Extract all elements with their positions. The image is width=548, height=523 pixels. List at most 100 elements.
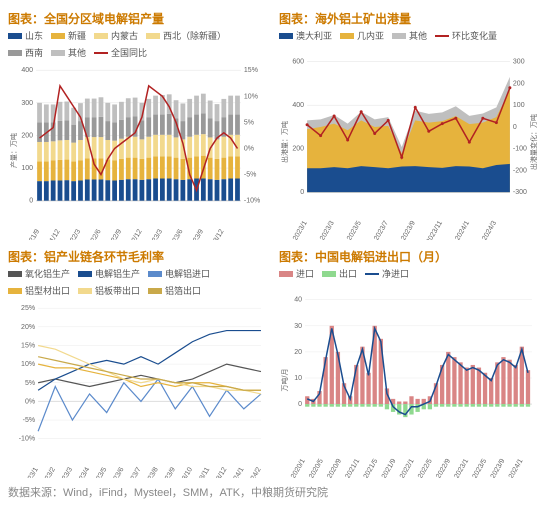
svg-text:2024/1: 2024/1 [454,220,471,240]
svg-text:2022/9: 2022/9 [106,228,123,240]
svg-text:600: 600 [292,59,304,66]
svg-text:2023/12: 2023/12 [207,228,226,240]
legend: 氧化铝生产电解铝生产电解铝进口铝型材出口铝板带出口铝箔出口 [8,267,269,297]
data-source: 数据来源：Wind，iFind，Mysteel，SMM，ATK，中粮期货研究院 [8,484,540,500]
svg-text:2024/3: 2024/3 [481,220,498,240]
svg-text:-300: -300 [513,189,527,196]
legend: 进口出口净进口 [279,267,540,280]
svg-text:100: 100 [513,102,525,109]
svg-text:400: 400 [21,67,33,74]
svg-text:2022/9: 2022/9 [435,458,452,478]
svg-text:2023/4: 2023/4 [74,466,91,478]
svg-text:15%: 15% [244,67,258,74]
svg-text:产量：万吨: 产量：万吨 [9,133,18,168]
svg-text:2022/1: 2022/1 [399,458,416,478]
svg-text:20: 20 [294,349,302,356]
svg-text:0: 0 [300,189,304,196]
chart-area: -10%-5%0%5%10%15%20%25%2023/12023/22023/… [8,299,269,478]
svg-text:10%: 10% [21,361,35,368]
svg-text:2023/1: 2023/1 [453,458,470,478]
svg-text:10%: 10% [244,93,258,100]
chart-grid: 图表：全国分区域电解铝产量 山东新疆内蒙古西北（除新疆）西南其他全国同比 0 10… [8,8,540,478]
svg-text:100: 100 [21,165,33,172]
svg-text:2022/12: 2022/12 [125,228,144,240]
svg-text:-10%: -10% [19,436,35,443]
svg-text:0%: 0% [25,398,35,405]
svg-text:2023/6: 2023/6 [168,228,185,240]
svg-text:300: 300 [21,100,33,107]
svg-text:2021/12: 2021/12 [43,228,62,240]
svg-text:200: 200 [21,132,33,139]
svg-text:5%: 5% [244,119,254,126]
svg-text:2023/9: 2023/9 [400,220,417,240]
svg-text:30: 30 [294,323,302,330]
panel-overseas-bauxite: 图表：海外铝土矿出港量 澳大利亚几内亚其他环比变化量 0 200 400 600 -30… [279,8,540,240]
svg-text:10: 10 [294,375,302,382]
svg-text:2020/9: 2020/9 [326,458,343,478]
svg-text:出港量变化：万吨: 出港量变化：万吨 [529,114,538,170]
svg-text:2023/7: 2023/7 [126,466,143,478]
svg-text:400: 400 [292,102,304,109]
svg-text:2022/6: 2022/6 [86,228,103,240]
svg-text:0%: 0% [244,146,254,153]
svg-text:40: 40 [294,297,302,304]
svg-text:2022/3: 2022/3 [65,228,82,240]
svg-text:-5%: -5% [244,172,256,179]
svg-text:2023/9: 2023/9 [188,228,205,240]
legend: 山东新疆内蒙古西北（除新疆）西南其他全国同比 [8,29,269,59]
chart-area: 0 200 400 600 -300 -200 -100 0 100 200 300 2023/1 20… [279,44,540,240]
svg-text:2023/9: 2023/9 [490,458,507,478]
svg-text:2022/5: 2022/5 [417,458,434,478]
svg-text:2023/8: 2023/8 [143,466,160,478]
svg-text:2023/3: 2023/3 [319,220,336,240]
svg-text:万吨/月: 万吨/月 [280,369,289,392]
svg-text:200: 200 [513,80,525,87]
svg-text:2021/1: 2021/1 [344,458,361,478]
svg-text:2023/2: 2023/2 [40,466,57,478]
svg-text:2023/1: 2023/1 [292,220,309,240]
svg-text:2023/5: 2023/5 [346,220,363,240]
svg-text:-5%: -5% [23,417,35,424]
svg-text:2023/6: 2023/6 [109,466,126,478]
panel-title: 图表：铝产业链各环节毛利率 [8,248,269,265]
svg-text:2020/1: 2020/1 [290,458,307,478]
svg-text:0: 0 [29,198,33,205]
svg-text:20%: 20% [21,324,35,331]
svg-text:2023/5: 2023/5 [472,458,489,478]
svg-text:2023/7: 2023/7 [373,220,390,240]
svg-text:2020/5: 2020/5 [308,458,325,478]
svg-text:2021/9: 2021/9 [381,458,398,478]
svg-text:2023/3: 2023/3 [147,228,164,240]
svg-text:2024/2: 2024/2 [246,466,263,478]
svg-text:300: 300 [513,59,525,66]
svg-text:2021/5: 2021/5 [363,458,380,478]
svg-text:0: 0 [298,401,302,408]
svg-text:2021/9: 2021/9 [24,228,41,240]
legend: 澳大利亚几内亚其他环比变化量 [279,29,540,42]
svg-text:-200: -200 [513,167,527,174]
svg-text:2023/3: 2023/3 [57,466,74,478]
svg-text:15%: 15% [21,342,35,349]
svg-text:25%: 25% [21,305,35,312]
panel-margin: 图表：铝产业链各环节毛利率 氧化铝生产电解铝生产电解铝进口铝型材出口铝板带出口铝… [8,246,269,478]
svg-text:-10%: -10% [244,198,260,205]
panel-title: 图表：海外铝土矿出港量 [279,10,540,27]
svg-text:2023/5: 2023/5 [92,466,109,478]
svg-text:-100: -100 [513,146,527,153]
chart-area: 0 100 200 300 400 -10% -5% 0% 5% 10% 15% 2021/92021… [8,61,269,240]
svg-text:0: 0 [513,124,517,131]
svg-text:2024/1: 2024/1 [229,466,246,478]
svg-text:200: 200 [292,146,304,153]
svg-text:5%: 5% [25,380,35,387]
svg-text:出港量：万吨: 出港量：万吨 [280,121,289,163]
svg-text:2023/9: 2023/9 [160,466,177,478]
chart-area: 0102030402020/12020/52020/92021/12021/52… [279,282,540,478]
svg-text:2023/1: 2023/1 [23,466,40,478]
panel-regional-production: 图表：全国分区域电解铝产量 山东新疆内蒙古西北（除新疆）西南其他全国同比 0 10… [8,8,269,240]
svg-text:2023/11: 2023/11 [426,220,445,240]
svg-text:2024/1: 2024/1 [508,458,525,478]
panel-import-export: 图表：中国电解铝进出口（月） 进口出口净进口 0102030402020/120… [279,246,540,478]
panel-title: 图表：中国电解铝进出口（月） [279,248,540,265]
panel-title: 图表：全国分区域电解铝产量 [8,10,269,27]
svg-text:2023/10: 2023/10 [175,466,194,478]
